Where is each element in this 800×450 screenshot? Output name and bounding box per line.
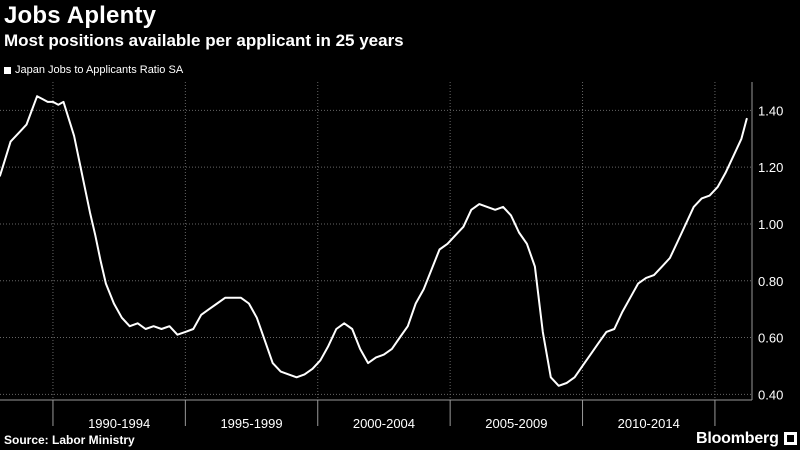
brand-logo-text: Bloomberg [696, 430, 779, 447]
chart-title: Jobs Aplenty [4, 2, 157, 29]
y-tick-label: 1.00 [758, 217, 783, 232]
y-tick-label: 0.40 [758, 387, 783, 402]
chart-legend: Japan Jobs to Applicants Ratio SA [4, 64, 183, 76]
legend-label: Japan Jobs to Applicants Ratio SA [15, 64, 184, 76]
x-period-label: 2000-2004 [353, 416, 415, 431]
chart-subtitle: Most positions available per applicant i… [4, 31, 404, 50]
x-period-label: 2010-2014 [618, 416, 680, 431]
x-period-label: 1990-1994 [88, 416, 150, 431]
source-note: Source: Labor Ministry [4, 433, 135, 447]
x-period-label: 2005-2009 [485, 416, 547, 431]
y-tick-label: 1.20 [758, 160, 783, 175]
y-tick-label: 0.60 [758, 331, 783, 346]
y-tick-label: 1.40 [758, 103, 783, 118]
x-period-label: 1995-1999 [220, 416, 282, 431]
legend-swatch [4, 66, 11, 74]
series-line [0, 95, 748, 387]
y-tick-label: 0.80 [758, 274, 783, 289]
bloomberg-terminal-icon [784, 432, 797, 445]
